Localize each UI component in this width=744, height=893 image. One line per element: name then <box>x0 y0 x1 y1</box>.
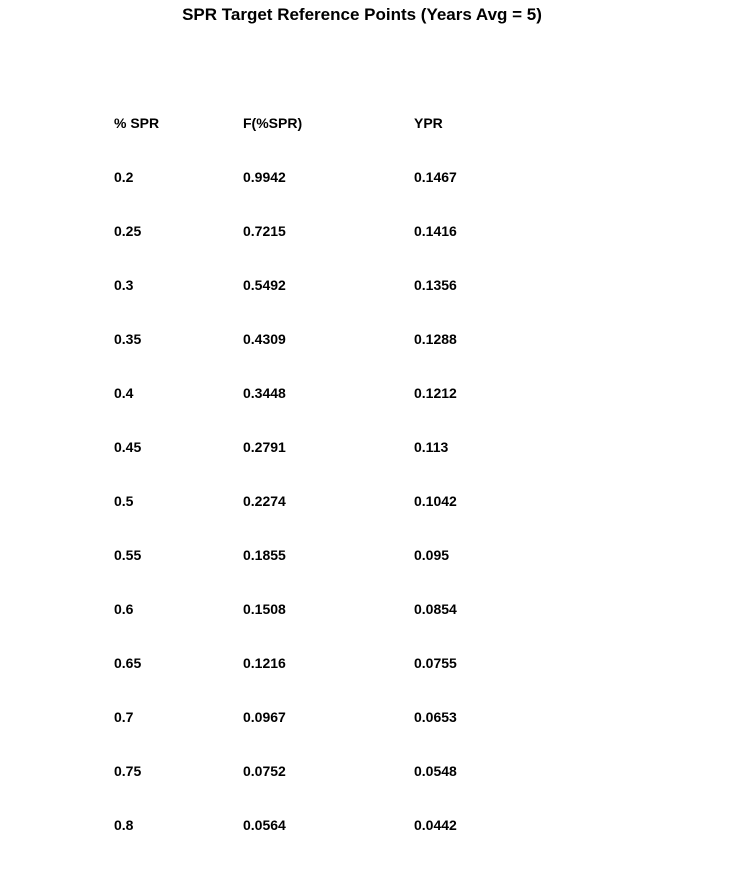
table-cell-ypr: 0.0442 <box>414 817 457 833</box>
column-header-spr: % SPR <box>114 115 160 131</box>
table-cell-f-spr: 0.0967 <box>243 709 286 725</box>
table-cell-ypr: 0.0854 <box>414 601 457 617</box>
table-cell-f-spr: 0.7215 <box>243 223 286 239</box>
column-header-f-spr: F(%SPR) <box>243 115 303 131</box>
table-cell-f-spr: 0.1508 <box>243 601 286 617</box>
table-cell-spr: 0.2 <box>114 169 134 185</box>
table-cell-ypr: 0.113 <box>414 439 449 455</box>
table-cell-ypr: 0.1467 <box>414 169 457 185</box>
table-cell-spr: 0.45 <box>114 439 142 455</box>
table-cell-f-spr: 0.1216 <box>243 655 286 671</box>
table-cell-ypr: 0.0548 <box>414 763 457 779</box>
table-cell-spr: 0.5 <box>114 493 134 509</box>
table-cell-ypr: 0.0755 <box>414 655 457 671</box>
table-cell-spr: 0.35 <box>114 331 142 347</box>
column-header-ypr: YPR <box>414 115 443 131</box>
table-cell-spr: 0.3 <box>114 277 134 293</box>
table-cell-ypr: 0.1356 <box>414 277 457 293</box>
table-cell-ypr: 0.0653 <box>414 709 457 725</box>
table-cell-spr: 0.25 <box>114 223 142 239</box>
table-cell-f-spr: 0.0564 <box>243 817 286 833</box>
table-cell-spr: 0.55 <box>114 547 142 563</box>
table-cell-spr: 0.6 <box>114 601 134 617</box>
table-cell-spr: 0.75 <box>114 763 142 779</box>
table-title: SPR Target Reference Points (Years Avg =… <box>182 5 542 24</box>
table-cell-spr: 0.8 <box>114 817 134 833</box>
table-cell-f-spr: 0.4309 <box>243 331 286 347</box>
table-cell-f-spr: 0.3448 <box>243 385 286 401</box>
table-cell-spr: 0.65 <box>114 655 142 671</box>
table-cell-f-spr: 0.2274 <box>243 493 286 509</box>
table-cell-ypr: 0.1212 <box>414 385 457 401</box>
table-cell-ypr: 0.1042 <box>414 493 457 509</box>
table-cell-ypr: 0.1288 <box>414 331 457 347</box>
table-cell-f-spr: 0.9942 <box>243 169 286 185</box>
table-cell-ypr: 0.095 <box>414 547 450 563</box>
table-cell-f-spr: 0.0752 <box>243 763 286 779</box>
table-cell-ypr: 0.1416 <box>414 223 457 239</box>
table-cell-spr: 0.4 <box>114 385 134 401</box>
table-cell-f-spr: 0.1855 <box>243 547 286 563</box>
table-cell-f-spr: 0.5492 <box>243 277 286 293</box>
table-cell-f-spr: 0.2791 <box>243 439 286 455</box>
table-cell-spr: 0.7 <box>114 709 134 725</box>
